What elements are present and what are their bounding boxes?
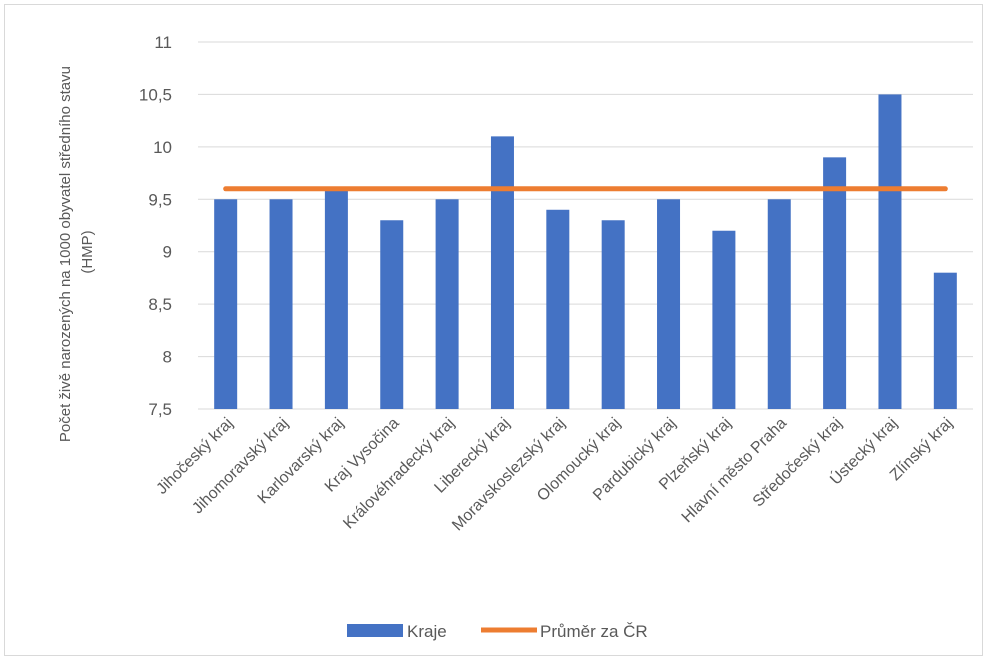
bar xyxy=(657,199,681,409)
y-tick-label: 8 xyxy=(163,348,172,367)
legend-label-kraje: Kraje xyxy=(407,622,447,641)
y-axis-tick-labels: 7,5 8 8,5 9 9,5 10 10,5 11 xyxy=(139,33,172,419)
y-tick-label: 10 xyxy=(153,138,172,157)
x-category-label: Moravskoslezský kraj xyxy=(449,415,569,535)
bar xyxy=(712,230,736,409)
y-axis-title-line-1: Počet živě narozených na 1000 obyvatel s… xyxy=(57,66,74,442)
bar xyxy=(435,199,459,409)
y-tick-label: 8,5 xyxy=(148,295,172,314)
bar xyxy=(214,199,238,409)
legend-label-prumer: Průměr za ČR xyxy=(540,622,648,641)
bar xyxy=(490,136,514,409)
y-tick-label: 9,5 xyxy=(148,190,172,209)
y-tick-label: 11 xyxy=(154,33,172,52)
bar xyxy=(546,209,570,409)
bar-series-kraje xyxy=(214,94,957,409)
bar xyxy=(269,199,293,409)
gridlines xyxy=(198,41,973,410)
y-tick-label: 10,5 xyxy=(139,85,172,104)
x-category-label: Jihomoravský kraj xyxy=(189,415,292,518)
x-category-label: Královéhradecký kraj xyxy=(340,415,458,533)
bar xyxy=(878,94,902,409)
legend: Kraje Průměr za ČR xyxy=(347,622,648,641)
x-category-label: Hlavní město Praha xyxy=(679,415,790,526)
y-axis-title-line-2: (HMP) xyxy=(79,230,96,273)
bar xyxy=(767,199,791,409)
bar xyxy=(823,157,847,409)
y-axis-title: Počet živě narozených na 1000 obyvatel s… xyxy=(57,62,96,442)
y-tick-label: 7,5 xyxy=(148,400,172,419)
bar xyxy=(324,188,348,409)
legend-swatch-kraje xyxy=(347,624,403,637)
bar xyxy=(380,220,404,409)
bar xyxy=(933,272,957,409)
y-tick-label: 9 xyxy=(163,243,172,262)
bar xyxy=(601,220,625,409)
